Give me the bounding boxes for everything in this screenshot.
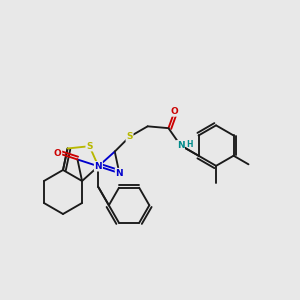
Text: N: N [94,162,102,171]
Text: S: S [126,132,133,141]
Text: O: O [54,148,61,158]
Text: H: H [186,140,192,149]
Text: N: N [116,169,123,178]
Text: O: O [171,107,178,116]
Text: N: N [177,141,184,150]
Text: S: S [86,142,93,151]
